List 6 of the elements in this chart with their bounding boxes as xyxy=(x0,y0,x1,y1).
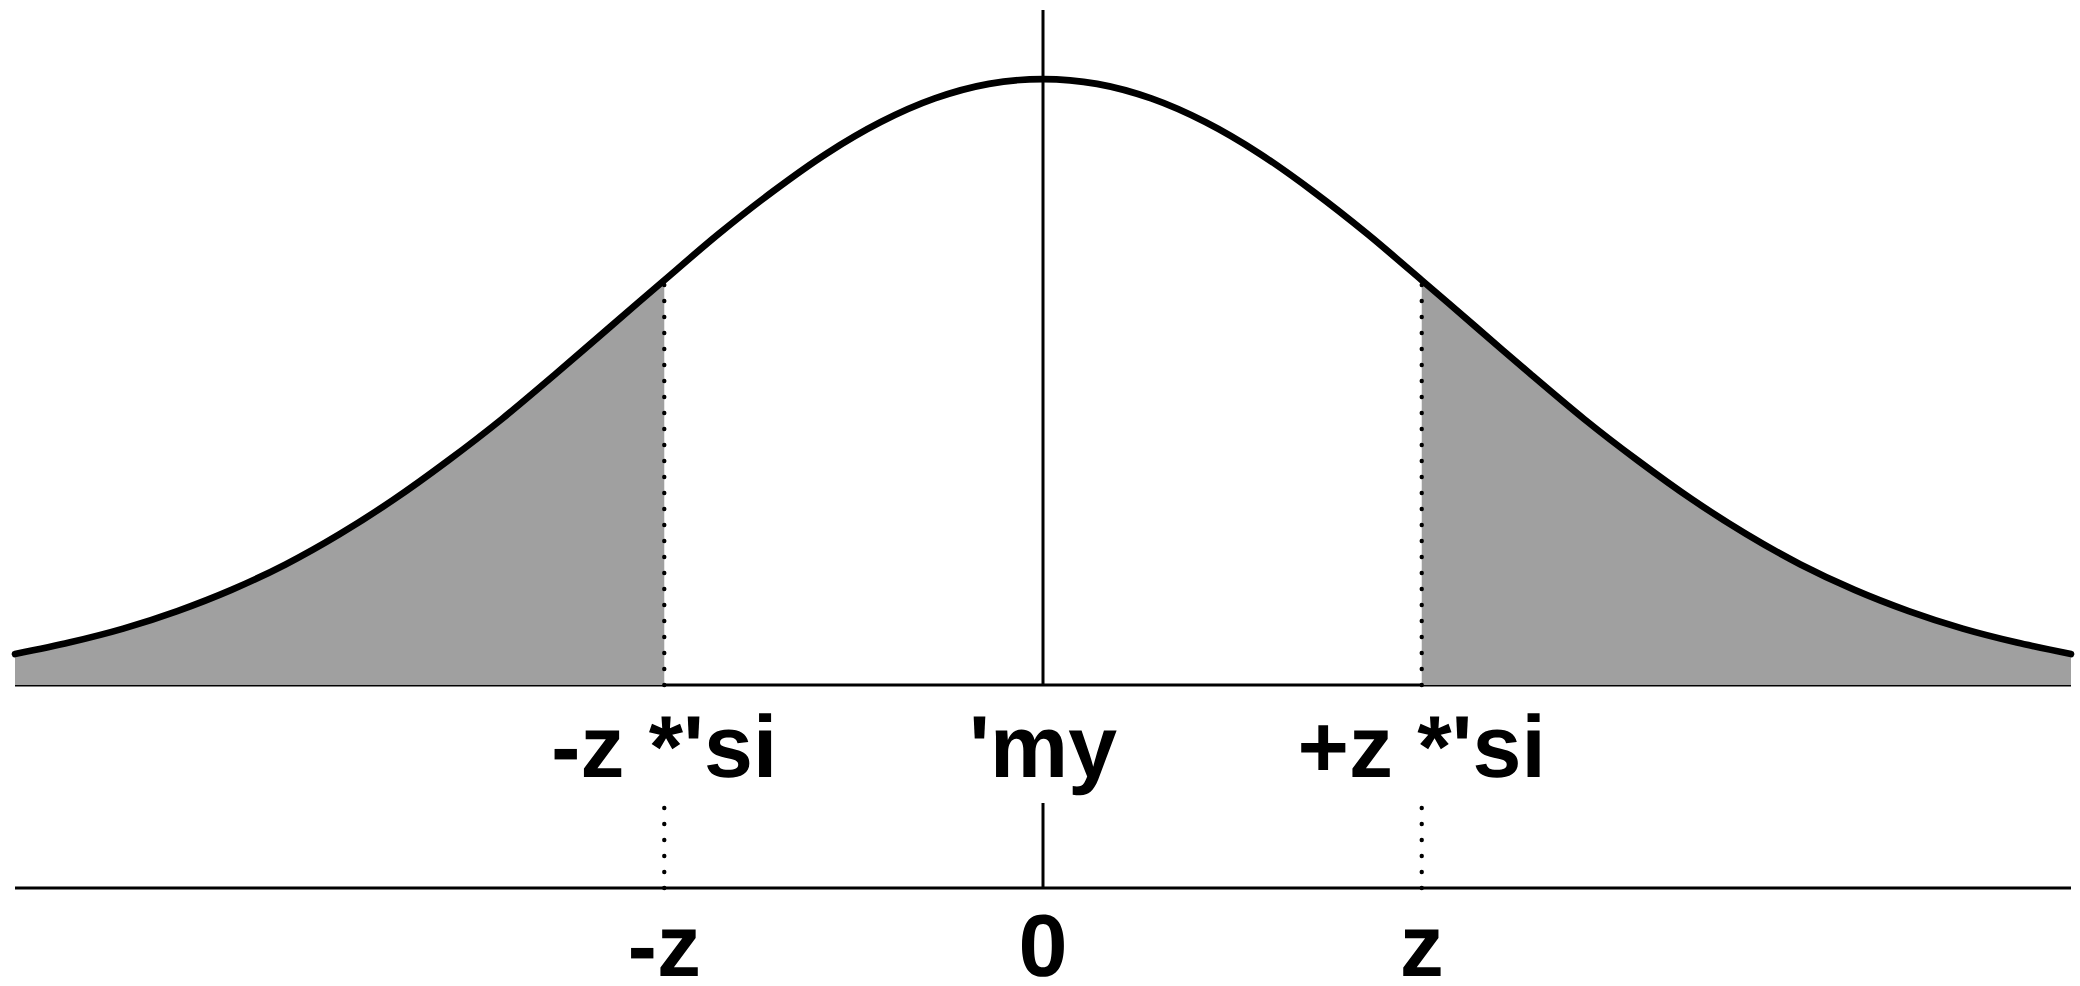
x-tick-label: +z *'si xyxy=(1301,713,1540,778)
annotation: z xyxy=(1403,929,1441,976)
x-tick-label: -z *'si xyxy=(554,713,772,778)
annotation: -z xyxy=(631,929,698,976)
x-tick-label: 'my xyxy=(973,716,1117,796)
annotation: 0 xyxy=(1021,914,1064,977)
